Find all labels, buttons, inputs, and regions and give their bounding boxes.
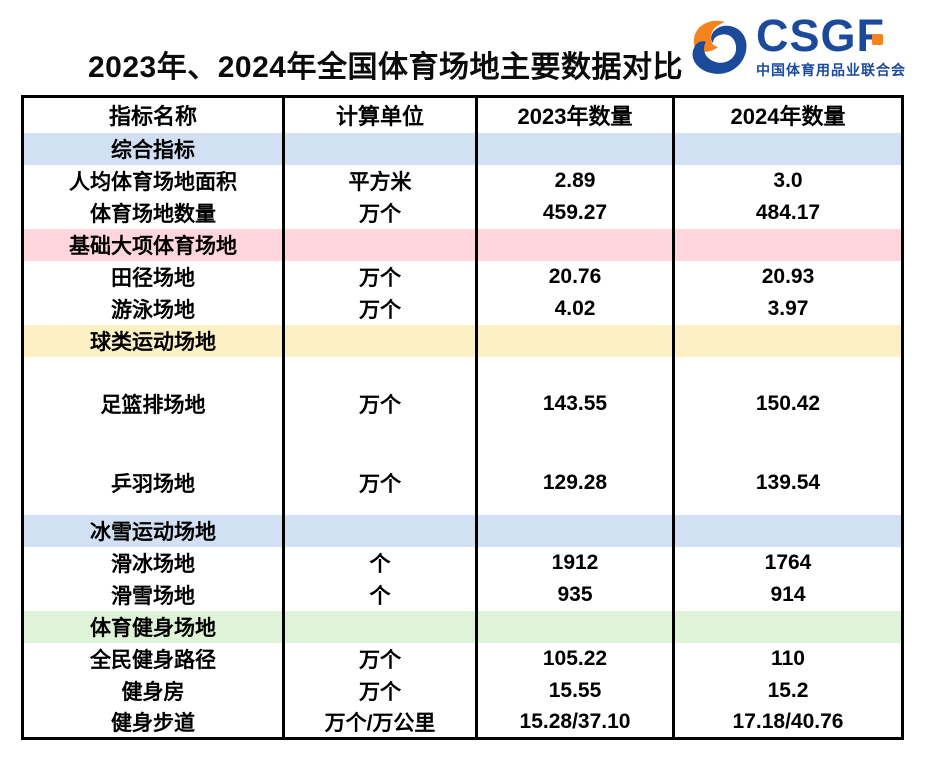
col-header-2024: 2024年数量 xyxy=(730,104,846,130)
table-row: 游泳场地 万个 4.02 3.97 xyxy=(22,292,903,325)
indicator-name: 游泳场地 xyxy=(22,292,285,325)
logo-acronym-text: CSGF xyxy=(756,10,886,61)
table-row: 健身房 万个 15.55 15.2 xyxy=(22,674,903,707)
value-2023: 4.02 xyxy=(476,292,675,325)
value-2023: 15.55 xyxy=(476,674,675,707)
table-row: 人均体育场地面积 平方米 2.89 3.0 xyxy=(22,164,903,197)
section-label: 体育健身场地 xyxy=(22,610,285,643)
table-row: 滑冰场地 个 1912 1764 xyxy=(22,546,903,579)
value-2023: 935 xyxy=(476,578,675,611)
table-row: 乒羽场地 万个 129.28 139.54 xyxy=(22,450,903,515)
value-2023: 105.22 xyxy=(476,642,675,675)
indicator-name: 人均体育场地面积 xyxy=(22,164,285,197)
value-2024: 3.0 xyxy=(773,168,803,192)
table-header-row: 指标名称 计算单位 2023年数量 2024年数量 xyxy=(22,96,903,133)
table-row: 健身步道 万个/万公里 15.28/37.10 17.18/40.76 xyxy=(22,706,903,739)
unit-value: 平方米 xyxy=(283,164,478,197)
table-row: 足篮排场地 万个 143.55 150.42 xyxy=(22,356,903,451)
sports-venues-comparison-table: 指标名称 计算单位 2023年数量 2024年数量 综合指标 人均体育场地面积 … xyxy=(21,95,904,740)
unit-value: 万个/万公里 xyxy=(283,706,478,739)
section-label: 基础大项体育场地 xyxy=(22,228,285,261)
section-row-ball-sports: 球类运动场地 xyxy=(22,324,903,357)
indicator-name: 全民健身路径 xyxy=(22,642,285,675)
indicator-name: 乒羽场地 xyxy=(22,450,285,515)
value-2023: 143.55 xyxy=(476,356,675,451)
unit-value: 万个 xyxy=(283,292,478,325)
unit-value: 个 xyxy=(283,578,478,611)
value-2023: 459.27 xyxy=(476,196,675,229)
logo-f-dot-icon xyxy=(872,34,884,45)
value-2024: 139.54 xyxy=(755,470,821,494)
value-2024: 484.17 xyxy=(755,200,821,224)
table-row: 田径场地 万个 20.76 20.93 xyxy=(22,260,903,293)
unit-value: 万个 xyxy=(283,450,478,515)
section-label: 冰雪运动场地 xyxy=(22,514,285,547)
value-2023: 20.76 xyxy=(476,260,675,293)
section-label: 综合指标 xyxy=(22,132,285,165)
col-header-2023: 2023年数量 xyxy=(476,96,675,133)
value-2024: 150.42 xyxy=(755,391,821,415)
unit-value: 万个 xyxy=(283,642,478,675)
indicator-name: 滑冰场地 xyxy=(22,546,285,579)
indicator-name: 田径场地 xyxy=(22,260,285,293)
csgf-logo: CSGF 中国体育用品业联合会 xyxy=(684,13,906,84)
col-header-unit: 计算单位 xyxy=(283,96,478,133)
unit-value: 万个 xyxy=(283,674,478,707)
logo-org-name: 中国体育用品业联合会 xyxy=(756,62,906,78)
section-row-basic-major: 基础大项体育场地 xyxy=(22,228,903,261)
table-row: 滑雪场地 个 935 914 xyxy=(22,578,903,611)
unit-value: 万个 xyxy=(283,260,478,293)
value-2024: 15.2 xyxy=(767,678,809,702)
unit-value: 个 xyxy=(283,546,478,579)
value-2023: 1912 xyxy=(476,546,675,579)
value-2023: 15.28/37.10 xyxy=(476,706,675,739)
indicator-name: 健身步道 xyxy=(22,706,285,739)
unit-value: 万个 xyxy=(283,196,478,229)
table-row: 全民健身路径 万个 105.22 110 xyxy=(22,642,903,675)
value-2024: 1764 xyxy=(764,550,812,574)
value-2023: 129.28 xyxy=(476,450,675,515)
indicator-name: 体育场地数量 xyxy=(22,196,285,229)
csgf-logo-mark-icon xyxy=(692,20,747,74)
indicator-name: 足篮排场地 xyxy=(22,356,285,451)
logo-acronym: CSGF xyxy=(756,13,885,58)
table-row: 体育场地数量 万个 459.27 484.17 xyxy=(22,196,903,229)
logo-text-block: CSGF 中国体育用品业联合会 xyxy=(756,13,906,80)
page-title: 2023年、2024年全国体育场地主要数据对比 xyxy=(88,51,683,84)
value-2024: 914 xyxy=(770,582,806,606)
value-2024: 3.97 xyxy=(767,296,809,320)
value-2024: 110 xyxy=(771,646,805,670)
value-2024: 20.93 xyxy=(761,264,815,288)
section-row-fitness: 体育健身场地 xyxy=(22,610,903,643)
value-2024: 17.18/40.76 xyxy=(732,709,844,733)
value-2023: 2.89 xyxy=(476,164,675,197)
section-label: 球类运动场地 xyxy=(22,324,285,357)
section-row-ice-snow: 冰雪运动场地 xyxy=(22,514,903,547)
indicator-name: 滑雪场地 xyxy=(22,578,285,611)
indicator-name: 健身房 xyxy=(22,674,285,707)
unit-value: 万个 xyxy=(283,356,478,451)
col-header-indicator: 指标名称 xyxy=(22,96,285,133)
section-row-comprehensive: 综合指标 xyxy=(22,132,903,165)
